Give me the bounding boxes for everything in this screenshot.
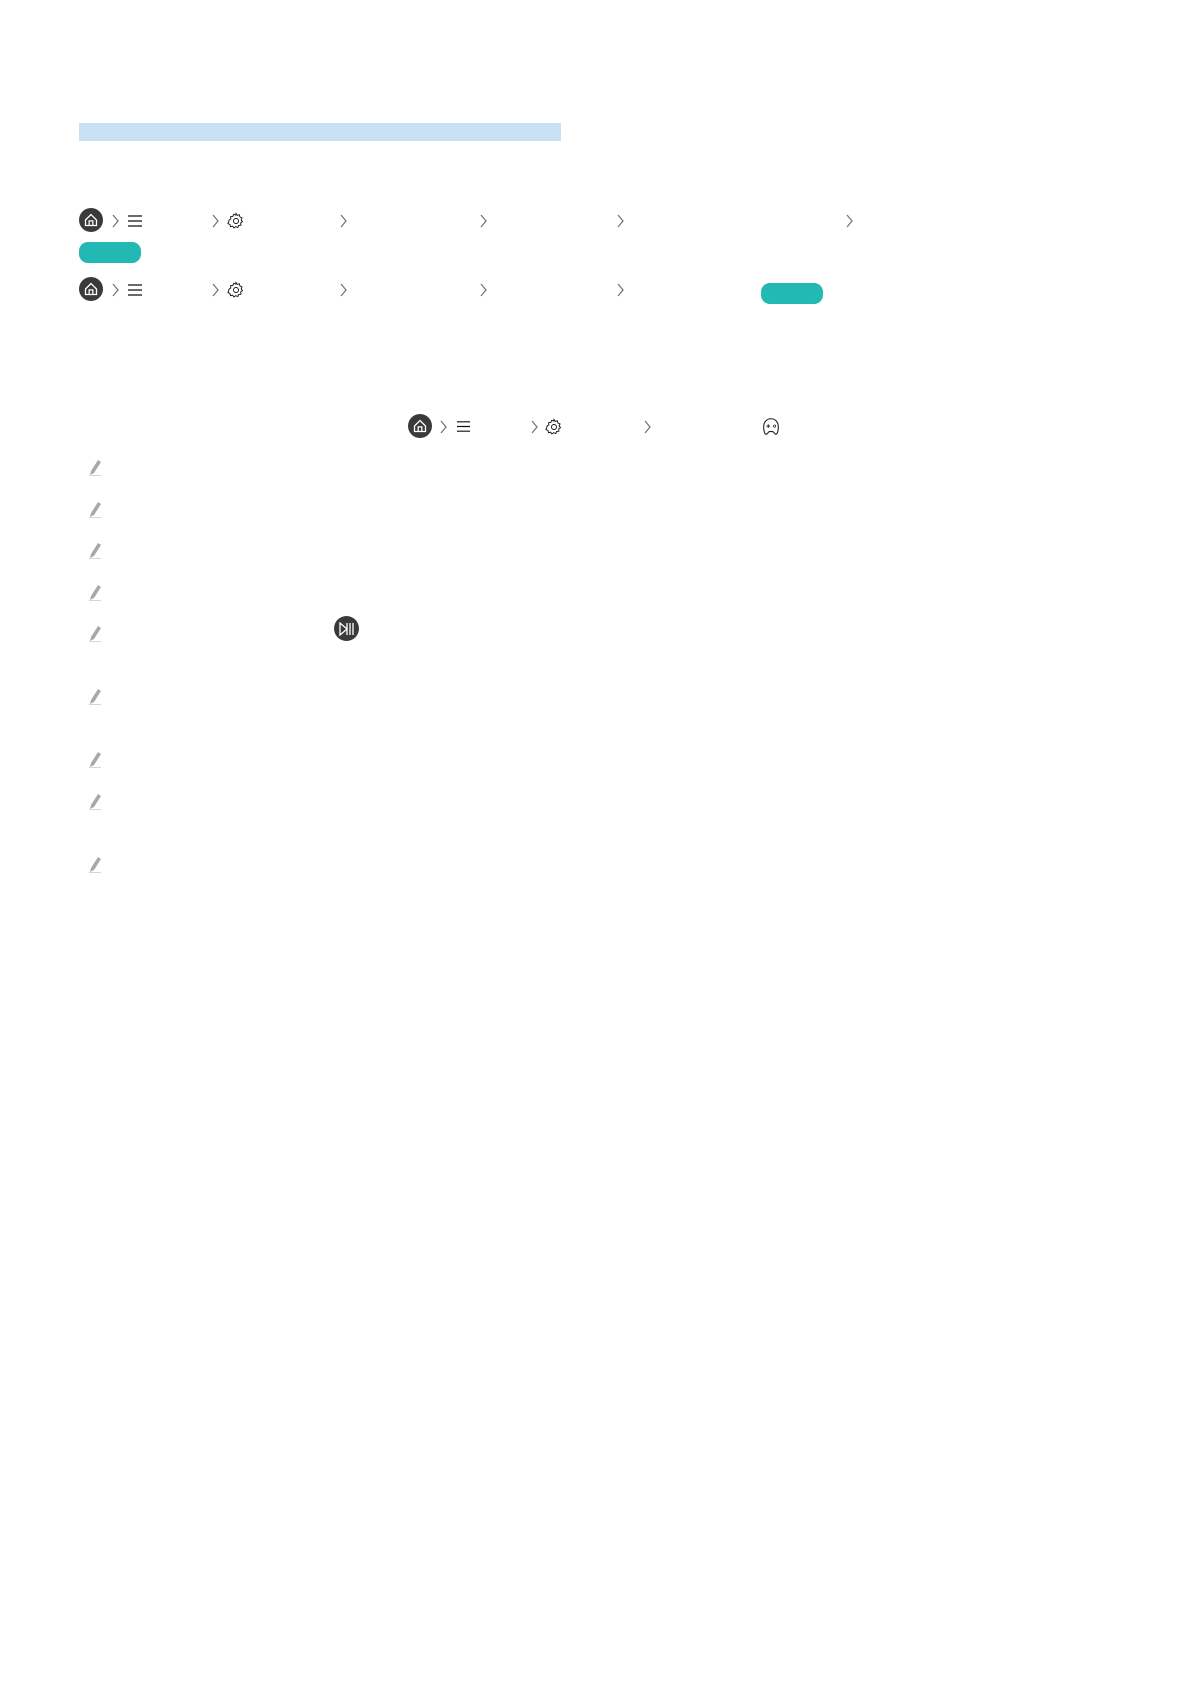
pencil-icon — [87, 500, 103, 518]
chevron-right-icon — [615, 282, 625, 298]
menu-path-badge — [761, 283, 823, 304]
gear-icon — [226, 211, 246, 231]
pencil-icon — [87, 624, 103, 642]
pencil-icon — [87, 541, 103, 559]
pencil-icon — [87, 750, 103, 768]
chevron-right-icon — [478, 213, 488, 229]
home-icon — [79, 277, 103, 301]
pencil-icon — [87, 583, 103, 601]
home-icon — [408, 414, 432, 438]
home-icon — [79, 208, 103, 232]
chevron-right-icon — [338, 282, 348, 298]
gear-icon — [226, 280, 246, 300]
chevron-right-icon — [642, 419, 652, 435]
section-title-highlight — [79, 123, 561, 141]
menu-icon — [127, 213, 143, 229]
pencil-icon — [87, 687, 103, 705]
play-pause-icon — [334, 616, 359, 641]
menu-icon — [127, 282, 143, 298]
pencil-icon — [87, 458, 103, 476]
chevron-right-icon — [615, 213, 625, 229]
menu-path-badge — [79, 242, 141, 263]
chevron-right-icon — [478, 282, 488, 298]
chevron-right-icon — [110, 282, 120, 298]
chevron-right-icon — [210, 282, 220, 298]
chevron-right-icon — [438, 419, 448, 435]
chevron-right-icon — [110, 213, 120, 229]
menu-icon — [456, 419, 471, 434]
gamepad-icon — [760, 416, 782, 438]
chevron-right-icon — [844, 213, 854, 229]
gear-icon — [544, 417, 564, 437]
chevron-right-icon — [529, 419, 539, 435]
chevron-right-icon — [210, 213, 220, 229]
pencil-icon — [87, 855, 103, 873]
chevron-right-icon — [338, 213, 348, 229]
pencil-icon — [87, 792, 103, 810]
